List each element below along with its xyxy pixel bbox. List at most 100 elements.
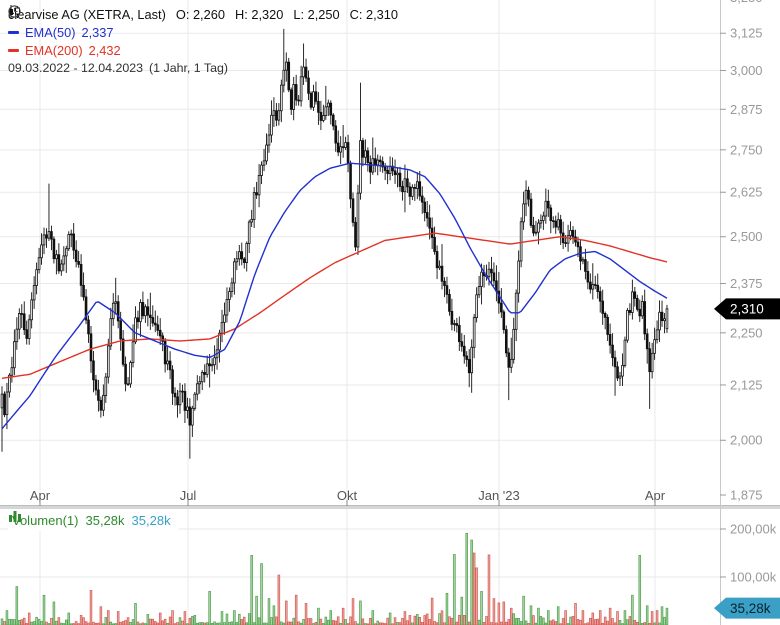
volume-bar — [472, 552, 476, 625]
candle — [576, 241, 580, 248]
candle — [84, 296, 88, 321]
volume-bar — [35, 616, 38, 625]
volume-bar — [238, 613, 241, 625]
ema50-value: 2,337 — [81, 24, 114, 40]
candle — [645, 333, 649, 350]
candle — [235, 258, 239, 263]
volume-bar — [425, 613, 429, 625]
volume-bar — [210, 623, 214, 625]
candle — [47, 231, 51, 239]
candle — [0, 393, 4, 409]
volume-bars-icon — [9, 511, 21, 522]
candle — [218, 332, 221, 351]
candle — [334, 125, 338, 144]
volume-bar — [638, 555, 642, 625]
open-value: O: 2,260 — [175, 6, 225, 22]
candle — [139, 302, 142, 323]
volume-bar — [79, 615, 83, 625]
volume-bar — [5, 610, 9, 625]
candle — [146, 306, 150, 316]
volume-bar — [183, 611, 187, 625]
candle — [183, 391, 187, 411]
candle — [460, 341, 464, 347]
clock-icon — [8, 5, 21, 18]
candle — [198, 381, 202, 385]
volume-bar — [287, 621, 291, 625]
candle — [472, 317, 476, 348]
candle — [554, 220, 558, 228]
candle — [616, 366, 619, 379]
candle — [22, 313, 26, 331]
candle — [359, 140, 362, 194]
candle — [282, 69, 286, 86]
chart-legend: clearvise AG (XETRA, Last) O: 2,260 H: 2… — [8, 5, 398, 77]
volume-bar — [262, 622, 266, 625]
volume-bar — [20, 619, 24, 625]
candle — [477, 286, 481, 296]
instrument-title: clearvise AG (XETRA, Last) — [8, 6, 166, 22]
volume-bar — [270, 617, 273, 625]
candle — [327, 102, 330, 108]
ema200-legend-row[interactable]: EMA(200) 2,432 — [8, 41, 398, 59]
candle — [502, 311, 506, 331]
volume-bar — [82, 617, 85, 625]
volume-legend[interactable]: Volumen(1) 35,28k 35,28k — [8, 510, 179, 531]
volume-bar — [556, 606, 560, 625]
volume-bar — [492, 598, 496, 625]
volume-label: Volumen(1) — [12, 513, 79, 528]
price-axis-label: 2,750 — [730, 142, 763, 157]
candle — [173, 392, 177, 398]
ema200-value: 2,432 — [88, 42, 121, 58]
candle — [547, 200, 550, 209]
candle — [109, 318, 113, 347]
candle — [272, 110, 276, 116]
volume-bar — [603, 616, 607, 625]
candle — [586, 270, 590, 283]
candles-layer — [0, 28, 669, 459]
candle — [87, 319, 90, 335]
volume-bar — [475, 567, 478, 625]
candle — [225, 299, 229, 316]
month-label: Okt — [337, 488, 358, 503]
ema50-label: EMA(50) — [25, 24, 76, 40]
candle — [149, 314, 152, 318]
volume-bar — [470, 539, 473, 625]
volume-bar — [267, 598, 271, 625]
candle — [544, 200, 548, 217]
volume-bar — [616, 611, 619, 625]
month-label: Jan '23 — [478, 488, 520, 503]
candle — [114, 301, 118, 304]
price-axis-label: 3,000 — [730, 63, 763, 78]
volume-bar — [42, 594, 46, 625]
volume-bar — [354, 621, 357, 625]
volume-bar — [294, 594, 298, 625]
candle — [364, 150, 367, 158]
candle — [62, 255, 66, 265]
volume-bar — [542, 617, 545, 625]
candle — [408, 186, 412, 197]
high-value: H: 2,320 — [234, 6, 284, 22]
instrument-row[interactable]: clearvise AG (XETRA, Last) O: 2,260 H: 2… — [8, 5, 398, 23]
candle — [423, 201, 427, 213]
volume-bar — [485, 616, 488, 625]
volume-bar — [144, 623, 147, 625]
candle — [171, 369, 174, 394]
candle — [403, 178, 407, 193]
candle — [208, 363, 211, 367]
ema50-legend-row[interactable]: EMA(50) 2,337 — [8, 23, 398, 41]
volume-bar — [369, 618, 372, 625]
candle — [514, 292, 518, 330]
candle — [309, 92, 313, 108]
volume-bar — [218, 622, 221, 625]
volume-bar — [124, 620, 127, 625]
candle — [242, 258, 246, 263]
volume-bar — [349, 616, 352, 625]
price-axis-label: 2,875 — [730, 102, 763, 117]
volume-bar — [438, 613, 441, 625]
candle — [453, 323, 456, 325]
last-volume-badge-label: 35,28k — [730, 601, 771, 616]
candle — [176, 396, 179, 406]
candle — [64, 248, 68, 257]
volume-bar — [519, 621, 523, 625]
